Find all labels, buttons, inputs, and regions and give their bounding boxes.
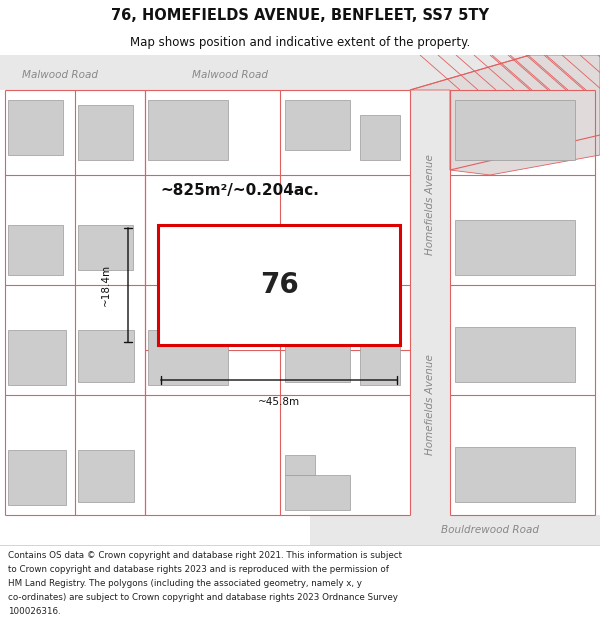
Polygon shape (310, 515, 600, 545)
Bar (360, 115, 400, 160)
Polygon shape (410, 55, 600, 175)
Text: HM Land Registry. The polygons (including the associated geometry, namely x, y: HM Land Registry. The polygons (includin… (8, 579, 362, 587)
Text: Map shows position and indicative extent of the property.: Map shows position and indicative extent… (130, 36, 470, 49)
Text: Homefields Avenue: Homefields Avenue (425, 154, 435, 256)
Bar (360, 340, 400, 385)
Bar (285, 100, 350, 150)
Text: ~825m²/~0.204ac.: ~825m²/~0.204ac. (161, 182, 319, 198)
Bar (78, 450, 134, 502)
Bar (148, 100, 228, 160)
Bar (8, 225, 63, 275)
Bar (8, 330, 66, 385)
Text: Malwood Road: Malwood Road (192, 70, 268, 80)
Bar (148, 330, 228, 385)
Text: co-ordinates) are subject to Crown copyright and database rights 2023 Ordnance S: co-ordinates) are subject to Crown copyr… (8, 592, 398, 602)
Polygon shape (410, 55, 450, 515)
Polygon shape (0, 55, 600, 90)
Bar (8, 450, 66, 505)
Bar (455, 447, 575, 502)
Text: to Crown copyright and database rights 2023 and is reproduced with the permissio: to Crown copyright and database rights 2… (8, 564, 389, 574)
Text: Contains OS data © Crown copyright and database right 2021. This information is : Contains OS data © Crown copyright and d… (8, 551, 402, 559)
Text: ~45.8m: ~45.8m (258, 397, 300, 407)
Bar (8, 100, 63, 155)
Text: Homefields Avenue: Homefields Avenue (425, 354, 435, 456)
Bar (455, 327, 575, 382)
Bar (78, 105, 133, 160)
Bar (285, 475, 350, 510)
Bar (455, 220, 575, 275)
Bar (285, 455, 315, 475)
Text: 100026316.: 100026316. (8, 607, 61, 616)
Bar (78, 330, 134, 382)
Bar (455, 100, 575, 160)
Text: 76: 76 (260, 271, 298, 299)
Text: 76, HOMEFIELDS AVENUE, BENFLEET, SS7 5TY: 76, HOMEFIELDS AVENUE, BENFLEET, SS7 5TY (111, 8, 489, 23)
Bar (158, 225, 400, 345)
Text: Bouldrewood Road: Bouldrewood Road (441, 525, 539, 535)
Text: Malwood Road: Malwood Road (22, 70, 98, 80)
Text: ~18.4m: ~18.4m (101, 264, 111, 306)
Bar (78, 225, 133, 270)
Bar (310, 225, 365, 275)
Bar (285, 332, 350, 382)
